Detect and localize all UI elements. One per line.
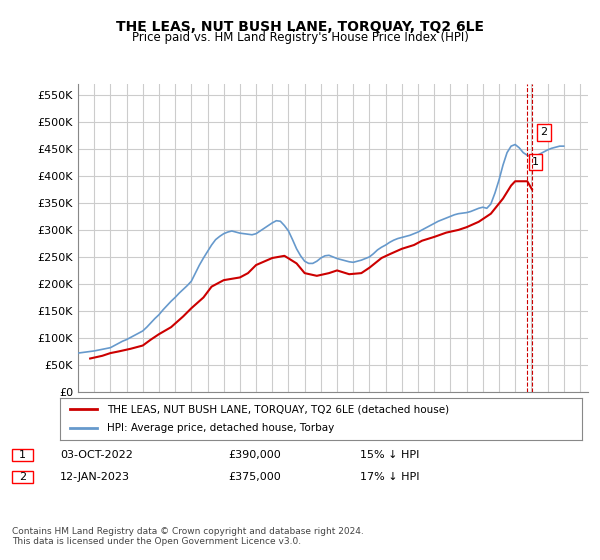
Text: THE LEAS, NUT BUSH LANE, TORQUAY, TQ2 6LE (detached house): THE LEAS, NUT BUSH LANE, TORQUAY, TQ2 6L… bbox=[107, 404, 449, 414]
Text: 15% ↓ HPI: 15% ↓ HPI bbox=[360, 450, 419, 460]
Text: 17% ↓ HPI: 17% ↓ HPI bbox=[360, 472, 419, 482]
Text: 03-OCT-2022: 03-OCT-2022 bbox=[60, 450, 133, 460]
Text: 1: 1 bbox=[532, 157, 539, 167]
Text: £375,000: £375,000 bbox=[228, 472, 281, 482]
Text: HPI: Average price, detached house, Torbay: HPI: Average price, detached house, Torb… bbox=[107, 423, 334, 433]
Text: THE LEAS, NUT BUSH LANE, TORQUAY, TQ2 6LE: THE LEAS, NUT BUSH LANE, TORQUAY, TQ2 6L… bbox=[116, 20, 484, 34]
Text: 12-JAN-2023: 12-JAN-2023 bbox=[60, 472, 130, 482]
Text: 1: 1 bbox=[19, 450, 26, 460]
Text: £390,000: £390,000 bbox=[228, 450, 281, 460]
Text: Contains HM Land Registry data © Crown copyright and database right 2024.
This d: Contains HM Land Registry data © Crown c… bbox=[12, 526, 364, 546]
Text: 2: 2 bbox=[19, 472, 26, 482]
Text: 2: 2 bbox=[540, 127, 547, 137]
Text: Price paid vs. HM Land Registry's House Price Index (HPI): Price paid vs. HM Land Registry's House … bbox=[131, 31, 469, 44]
